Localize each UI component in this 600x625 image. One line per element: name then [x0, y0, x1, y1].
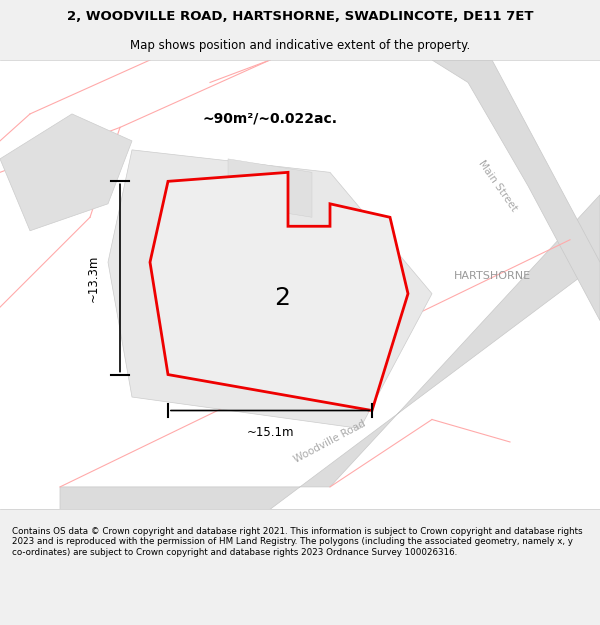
Polygon shape — [108, 150, 432, 429]
Polygon shape — [228, 159, 312, 218]
Text: Main Street: Main Street — [477, 158, 519, 213]
Polygon shape — [150, 173, 408, 411]
Text: ~90m²/~0.022ac.: ~90m²/~0.022ac. — [203, 111, 337, 126]
Text: ~13.3m: ~13.3m — [86, 254, 100, 302]
Polygon shape — [0, 60, 600, 509]
Text: ~15.1m: ~15.1m — [246, 426, 294, 439]
Polygon shape — [60, 195, 600, 509]
Text: Map shows position and indicative extent of the property.: Map shows position and indicative extent… — [130, 39, 470, 51]
Polygon shape — [0, 114, 132, 231]
Text: 2: 2 — [274, 286, 290, 310]
Text: Contains OS data © Crown copyright and database right 2021. This information is : Contains OS data © Crown copyright and d… — [12, 527, 583, 556]
Text: 2, WOODVILLE ROAD, HARTSHORNE, SWADLINCOTE, DE11 7ET: 2, WOODVILLE ROAD, HARTSHORNE, SWADLINCO… — [67, 10, 533, 23]
Text: Woodville Road: Woodville Road — [292, 419, 368, 465]
Polygon shape — [432, 60, 600, 321]
Text: HARTSHORNE: HARTSHORNE — [454, 271, 530, 281]
